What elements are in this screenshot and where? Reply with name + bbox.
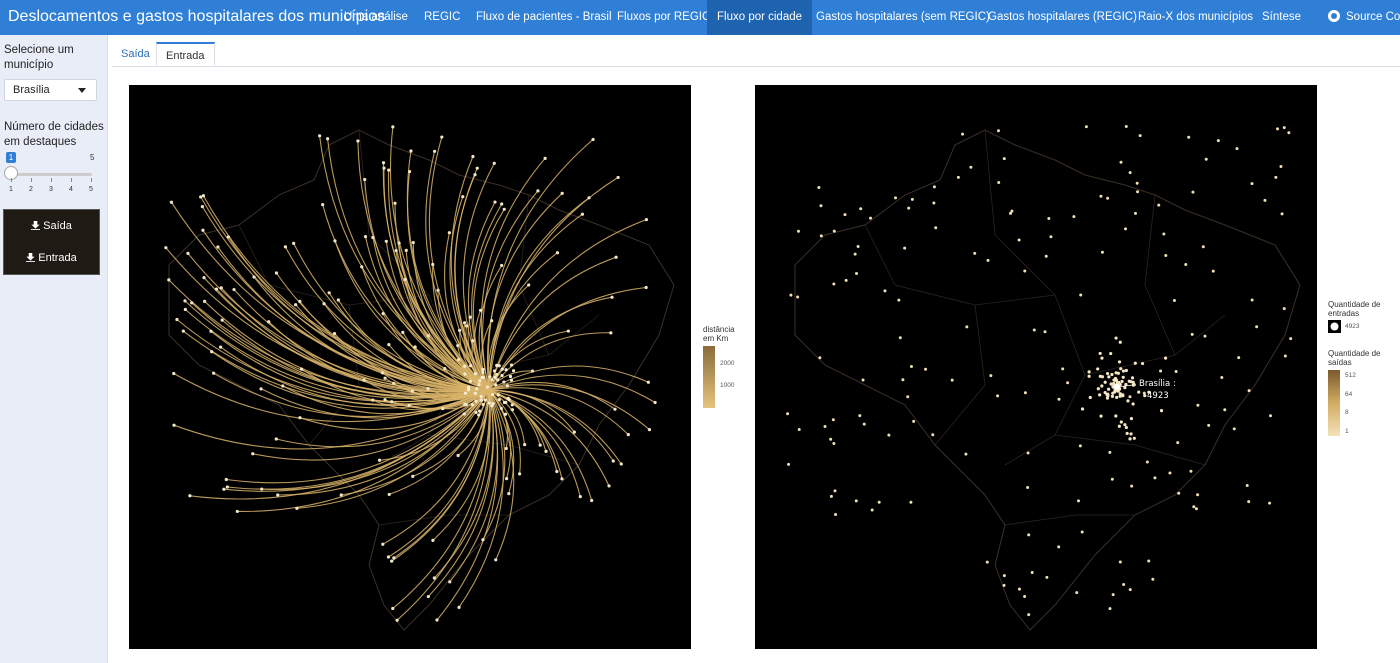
download-saida-button[interactable]: Saída	[4, 215, 99, 237]
points-map-canvas	[786, 124, 1301, 631]
brazil-outline	[794, 129, 1301, 631]
download-entrada-button[interactable]: Entrada	[4, 247, 99, 269]
saidas-gradient-bar	[1328, 370, 1340, 436]
slider-value: 1	[6, 152, 16, 163]
saidas-legend-value: 1	[1345, 428, 1349, 435]
flow-map-canvas	[164, 125, 675, 631]
flow-lines	[165, 126, 656, 621]
slider-tick-label: 3	[49, 186, 53, 193]
nav-uma-analise[interactable]: Uma análise	[344, 11, 408, 23]
distance-gradient-bar	[703, 346, 715, 408]
slider-track[interactable]	[10, 173, 92, 176]
saidas-legend-value: 512	[1345, 372, 1356, 379]
nav-gastos-regic[interactable]: Gastos hospitalares (REGIC)	[988, 11, 1137, 23]
slider-tickmark	[51, 178, 52, 182]
slider-tickmark	[31, 178, 32, 182]
distance-legend-title: distância em Km	[703, 325, 735, 343]
saidas-legend-value: 8	[1345, 409, 1349, 416]
nav-source-code[interactable]: Source Code	[1318, 0, 1400, 35]
slider-tickmark	[71, 178, 72, 182]
download-icon	[31, 221, 41, 230]
slider-tick-label: 2	[29, 186, 33, 193]
saidas-legend-value: 64	[1345, 391, 1353, 398]
distance-legend-value: 1000	[720, 382, 735, 389]
nav-fluxo-por-cidade[interactable]: Fluxo por cidade	[707, 0, 813, 35]
nav-raio-x[interactable]: Raio-X dos municípios	[1138, 11, 1254, 23]
download-entrada-label: Entrada	[38, 252, 77, 264]
municipio-select-value: Brasília	[13, 84, 50, 96]
slider-max-label: 5	[90, 153, 95, 162]
app-title[interactable]: Deslocamentos e gastos hospitalares dos …	[8, 8, 386, 25]
nav-gastos-sem-regic[interactable]: Gastos hospitalares (sem REGIC)	[816, 11, 990, 23]
brasilia-annotation: Brasília : 4923	[1139, 378, 1176, 402]
flow-origin-points	[164, 125, 657, 622]
annotation-value: 4923	[1147, 391, 1169, 401]
navbar: Deslocamentos e gastos hospitalares dos …	[0, 0, 1400, 35]
download-icon	[26, 253, 36, 262]
tab-entrada[interactable]: Entrada	[156, 42, 215, 66]
saidas-legend-title: Quantidade de saídas	[1328, 349, 1381, 367]
source-code-label: Source Code	[1346, 11, 1400, 23]
entradas-legend-title: Quantidade de entradas	[1328, 300, 1381, 318]
distance-legend-value: 2000	[720, 360, 735, 367]
caret-down-icon	[78, 88, 86, 93]
github-icon	[1328, 10, 1340, 22]
slider-tick-label: 5	[89, 186, 93, 193]
flow-map	[129, 85, 691, 649]
points-map	[755, 85, 1317, 649]
download-saida-label: Saída	[43, 220, 72, 232]
entradas-legend-symbol	[1328, 320, 1341, 333]
sidebar	[0, 35, 108, 663]
slider-tick-label: 4	[69, 186, 73, 193]
nav-sintese[interactable]: Síntese	[1262, 11, 1301, 23]
tab-bar: Saída Entrada	[112, 42, 1400, 67]
slider-tickmark	[11, 178, 12, 182]
brasilia-marker	[1114, 384, 1120, 390]
slider-tick-label: 1	[9, 186, 13, 193]
nav-regic[interactable]: REGIC	[424, 11, 461, 23]
annotation-city: Brasília :	[1139, 379, 1176, 389]
municipio-label: Selecione um município	[4, 44, 74, 71]
nav-fluxo-pacientes-brasil[interactable]: Fluxo de pacientes - Brasil	[476, 11, 612, 23]
cidades-label: Número de cidades em destaques	[4, 121, 104, 148]
nav-fluxos-por-regic[interactable]: Fluxos por REGIC	[617, 11, 711, 23]
tab-saida[interactable]: Saída	[121, 48, 150, 60]
entradas-legend-value: 4923	[1345, 323, 1360, 330]
slider-tickmark	[91, 178, 92, 182]
download-panel: Saída Entrada	[3, 209, 100, 275]
municipio-select[interactable]: Brasília	[4, 79, 97, 101]
